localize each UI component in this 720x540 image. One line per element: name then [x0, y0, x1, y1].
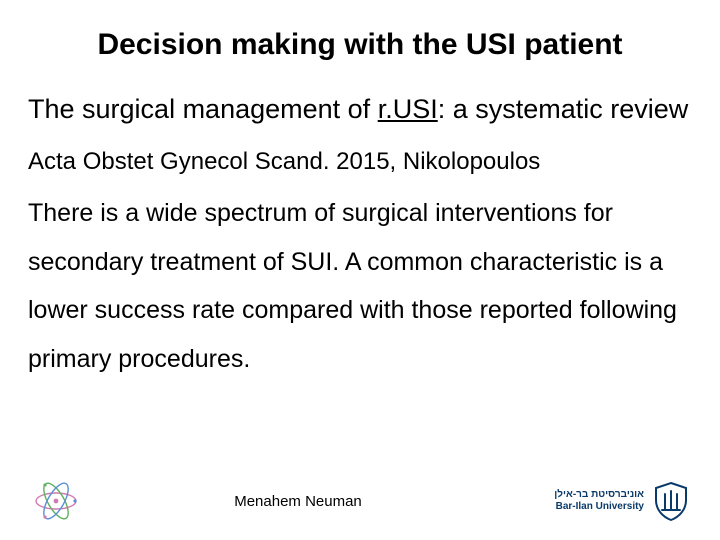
- subtitle-pre: The surgical management of: [28, 94, 378, 124]
- subtitle-link: r.USI: [378, 94, 438, 124]
- slide-subtitle: The surgical management of r.USI: a syst…: [28, 84, 692, 135]
- body-text: There is a wide spectrum of surgical int…: [28, 189, 692, 384]
- citation-line: Acta Obstet Gynecol Scand. 2015, Nikolop…: [28, 139, 692, 185]
- university-name-en: Bar-Ilan University: [554, 501, 644, 513]
- university-logo-text: אוניברסיטת בר-אילן Bar-Ilan University: [554, 489, 644, 513]
- slide: Decision making with the USI patient The…: [0, 0, 720, 540]
- university-name-he: אוניברסיטת בר-אילן: [554, 489, 644, 500]
- footer-author: Menahem Neuman: [84, 493, 512, 510]
- footer: Menahem Neuman אוניברסיטת בר-אילן Bar-Il…: [0, 476, 720, 526]
- atom-logo-icon: [28, 477, 84, 525]
- subtitle-post: : a systematic review: [438, 94, 689, 124]
- slide-title: Decision making with the USI patient: [28, 28, 692, 62]
- university-logo: אוניברסיטת בר-אילן Bar-Ilan University: [512, 476, 692, 526]
- shield-icon: [650, 480, 692, 522]
